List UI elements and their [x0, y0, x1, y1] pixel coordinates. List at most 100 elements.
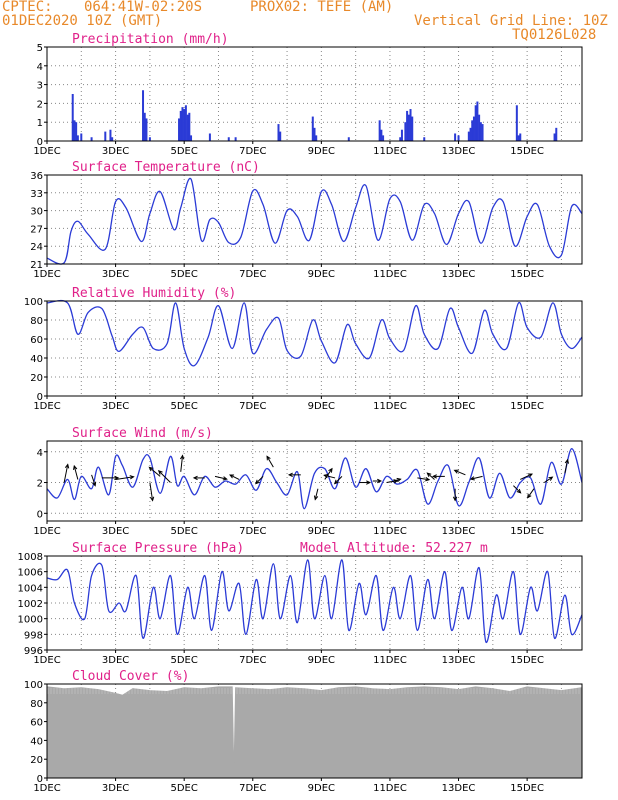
- x-tick-label: 1DEC: [33, 526, 60, 537]
- precip-bar: [471, 120, 474, 141]
- wind-arrow: [324, 474, 336, 479]
- wind-arrow-head: [333, 479, 339, 485]
- wind-arrow: [214, 475, 227, 480]
- precip-bar: [178, 118, 181, 141]
- wind-arrow-head: [287, 472, 293, 478]
- y-tick-label: 30: [30, 207, 43, 218]
- x-tick-label: 11DEC: [373, 783, 407, 794]
- x-tick-label: 7DEC: [239, 526, 266, 537]
- y-tick-label: 1004: [18, 583, 43, 594]
- precip-bar: [409, 109, 412, 141]
- precip-bar: [474, 105, 477, 141]
- x-tick-label: 13DEC: [442, 526, 476, 537]
- precip-bar: [315, 135, 318, 141]
- y-tick-label: 0: [37, 509, 43, 520]
- y-tick-label: 4: [37, 448, 43, 459]
- precip-bar: [277, 124, 280, 141]
- panel-wind: 0 2 4 1DEC 3DEC 5DEC 7DEC 9DEC 11DEC 13DEC 15DEC Su…: [33, 426, 583, 537]
- precip-bar: [411, 116, 414, 141]
- y-tick-label: 20: [30, 755, 43, 766]
- wind-arrow-head: [453, 469, 459, 474]
- wind-arrow: [513, 485, 521, 494]
- wind-arrow-head: [425, 477, 431, 482]
- x-tick-label: 9DEC: [308, 783, 335, 794]
- precip-bar: [80, 133, 83, 141]
- y-tick-label: 1008: [18, 552, 43, 563]
- x-tick-label: 15DEC: [510, 146, 544, 157]
- cloud-area: [46, 686, 583, 779]
- temp-line: [46, 177, 583, 265]
- wind-arrow: [266, 456, 274, 468]
- x-tick-label: 3DEC: [102, 269, 129, 280]
- y-tick-label: 40: [30, 736, 43, 747]
- precip-bar: [73, 120, 76, 141]
- precip-title: Precipitation (mm/h): [72, 32, 229, 47]
- x-tick-label: 15DEC: [510, 269, 544, 280]
- wind-arrow-head: [328, 467, 333, 473]
- wind-arrow-head: [157, 470, 163, 475]
- y-tick-label: 0: [37, 137, 43, 148]
- precip-bar: [208, 133, 211, 141]
- x-tick-label: 5DEC: [170, 269, 197, 280]
- x-tick-label: 3DEC: [102, 655, 129, 666]
- y-tick-label: 36: [30, 171, 43, 182]
- wind-arrow-head: [426, 472, 432, 478]
- x-tick-label: 5DEC: [170, 655, 197, 666]
- wind-arrow-head: [313, 495, 319, 501]
- precip-bar: [148, 137, 151, 141]
- x-tick-label: 11DEC: [373, 401, 407, 412]
- pressure-line: [46, 559, 583, 643]
- x-tick-label: 1DEC: [33, 783, 60, 794]
- precip-bar: [181, 107, 184, 141]
- x-tick-label: 7DEC: [239, 655, 266, 666]
- precip-bar: [406, 110, 409, 141]
- panel-frame: [46, 440, 583, 522]
- x-tick-label: 7DEC: [239, 783, 266, 794]
- precip-bar: [279, 131, 282, 141]
- wind-arrow-head: [229, 474, 235, 479]
- precip-bar: [188, 112, 191, 141]
- wind-arrow: [470, 475, 483, 480]
- x-tick-label: 3DEC: [102, 783, 129, 794]
- y-tick-label: 24: [30, 242, 43, 253]
- y-tick-label: 2: [37, 479, 43, 490]
- precip-bar: [143, 112, 146, 141]
- y-tick-label: 100: [24, 297, 43, 308]
- y-tick-label: 5: [37, 43, 43, 54]
- x-tick-label: 13DEC: [442, 269, 476, 280]
- wind-arrow: [149, 467, 161, 477]
- precip-bar: [454, 133, 457, 141]
- panel-frame: [46, 683, 583, 779]
- x-tick-label: 5DEC: [170, 526, 197, 537]
- precip-bar: [519, 133, 522, 141]
- wind-arrow: [229, 474, 240, 480]
- x-tick-label: 11DEC: [373, 655, 407, 666]
- header-model-code: TQ0126L028: [512, 27, 597, 43]
- wind-arrow-head: [266, 455, 271, 461]
- panel-frame: [46, 300, 583, 397]
- y-tick-label: 0: [37, 774, 43, 785]
- wind-arrow-head: [366, 480, 372, 485]
- x-tick-label: 9DEC: [308, 269, 335, 280]
- x-tick-label: 9DEC: [308, 401, 335, 412]
- precip-bar: [555, 127, 558, 141]
- x-tick-label: 13DEC: [442, 655, 476, 666]
- wind-arrow: [564, 459, 569, 474]
- wind-arrow: [158, 470, 171, 483]
- x-tick-label: 5DEC: [170, 146, 197, 157]
- x-tick-label: 9DEC: [308, 526, 335, 537]
- wind-arrow-head: [393, 479, 399, 484]
- precip-bar: [227, 137, 230, 141]
- wind-arrow-head: [527, 493, 532, 499]
- precip-bar: [71, 94, 74, 141]
- pressure-annotation: Model Altitude: 52.227 m: [300, 541, 488, 556]
- precip-bar: [184, 105, 187, 141]
- x-tick-label: 15DEC: [510, 526, 544, 537]
- panel-frame: [46, 46, 583, 142]
- x-tick-label: 5DEC: [170, 401, 197, 412]
- panel-cloud: 0 20 40 60 80 100 1DEC 3DEC 5DEC 7DEC 9DEC 11DEC 13D…: [24, 669, 583, 794]
- rh-line: [46, 299, 583, 367]
- precip-bar: [457, 135, 460, 141]
- panel-precip: 0 1 2 3 4 5 1DEC 3DEC 5DEC 7DEC 9DEC 11DEC 13DEC 15DE…: [33, 32, 583, 157]
- wind-title: Surface Wind (m/s): [72, 426, 213, 441]
